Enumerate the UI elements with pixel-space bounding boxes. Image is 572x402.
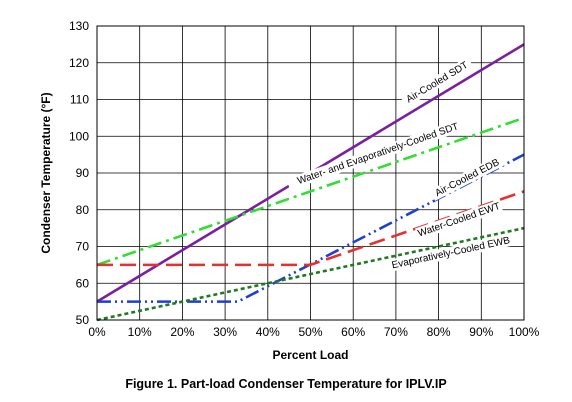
x-tick-label: 30% bbox=[213, 325, 237, 339]
y-tick-label: 50 bbox=[76, 313, 90, 327]
plot-frame bbox=[96, 25, 525, 321]
series-label-background bbox=[400, 56, 474, 108]
series-label-background bbox=[286, 117, 470, 191]
y-tick-label: 100 bbox=[69, 129, 89, 143]
x-tick-label: 20% bbox=[170, 325, 194, 339]
y-axis-title: Condenser Temperature (°F) bbox=[39, 92, 53, 253]
series-label-background bbox=[385, 233, 517, 273]
x-tick-label: 50% bbox=[298, 325, 322, 339]
series-line-air-cooled-edb bbox=[97, 153, 525, 303]
series-label-group: Air-Cooled EDB bbox=[429, 154, 505, 201]
y-tick-label: 90 bbox=[76, 166, 90, 180]
y-tick-label: 80 bbox=[76, 203, 90, 217]
series-line-water-and-evaporatively-cooled-sdt bbox=[96, 116, 525, 267]
x-tick-label: 40% bbox=[256, 325, 280, 339]
series-line-water-cooled-ewt bbox=[97, 190, 525, 267]
x-tick-label: 60% bbox=[341, 325, 365, 339]
x-tick-label: 100% bbox=[509, 325, 540, 339]
x-axis-title: Percent Load bbox=[272, 348, 348, 362]
series-label-background bbox=[429, 154, 505, 201]
y-tick-label: 70 bbox=[76, 240, 90, 254]
x-tick-label: 80% bbox=[427, 325, 451, 339]
x-tick-label: 90% bbox=[469, 325, 493, 339]
y-tick-label: 110 bbox=[70, 93, 89, 107]
series-label-water-cooled-ewt: Water-Cooled EWT bbox=[417, 201, 502, 240]
y-tick-label: 130 bbox=[69, 19, 89, 33]
x-tick-label: 0% bbox=[88, 325, 106, 339]
x-tick-label: 70% bbox=[384, 325, 408, 339]
y-tick-label: 120 bbox=[69, 56, 89, 70]
series-label-group: Water- and Evaporatively-Cooled SDT bbox=[286, 117, 470, 191]
y-tick-labels: 50 60 70 80 90 100 110 120 130 bbox=[69, 19, 89, 327]
series-label-group: Water-Cooled EWT bbox=[415, 199, 503, 240]
series-label-background bbox=[415, 199, 503, 240]
x-tick-label: 10% bbox=[128, 325, 152, 339]
series-line-evaporatively-cooled-ewb bbox=[96, 226, 525, 322]
x-tick-labels: 0% 10% 20% 30% 40% 50% 60% 70% 80% 90% 100% bbox=[88, 325, 539, 339]
y-tick-label: 60 bbox=[76, 276, 90, 290]
figure-caption: Figure 1. Part-load Condenser Temperatur… bbox=[125, 377, 446, 391]
series-label-air-cooled-edb: Air-Cooled EDB bbox=[433, 157, 501, 199]
